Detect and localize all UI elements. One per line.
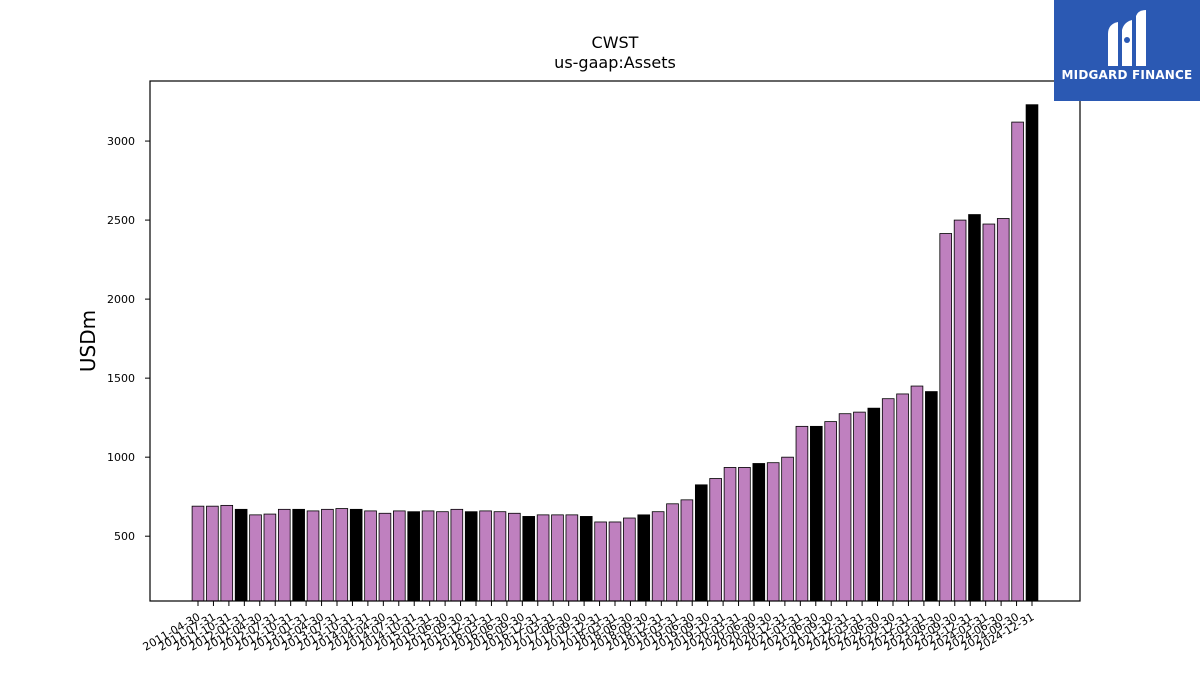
bar-2011-04-30 [191,505,205,602]
plot-frame [149,80,1081,602]
bar-2017-06-30 [536,514,550,602]
bar-2023-06-30 [881,398,895,602]
bar-2018-09-30 [608,521,622,602]
bar-2019-12-31 [680,499,694,602]
bar-2018-12-31 [623,517,636,602]
bar-2017-12-31 [565,514,579,602]
bar-2013-04-30 [306,510,320,602]
bar-2022-12-31 [853,411,866,602]
chart-subtitle: us-gaap:Assets [554,53,676,72]
bar-2021-09-30 [781,456,794,602]
y-tick-label: 1000 [107,451,135,464]
bar-2014-10-31 [393,510,406,602]
bar-2012-04-30 [249,514,262,602]
bar-2022-03-31 [810,425,823,602]
bar-2016-09-30 [493,511,507,602]
y-axis-ticks: 500 1000 1500 2000 2500 3000 [107,135,150,543]
bar-group [191,104,1039,602]
y-tick-label: 2000 [107,293,135,306]
bar-2021-03-31 [752,463,766,602]
bar-2015-10-31 [436,511,449,602]
bar-2019-09-30 [666,503,679,602]
bar-item-56 [996,218,1010,602]
y-axis-label: USDm [76,310,100,372]
bar-2021-12-31 [795,425,809,602]
y-tick-label: 1500 [107,372,135,385]
bar-2014-04-30 [364,510,377,602]
bar-2017-03-31 [522,516,536,602]
bar-item-58 [1025,104,1039,602]
bar-2020-12-31 [738,467,751,602]
bar-2022-06-30 [824,421,837,602]
bar-2011-07-31 [206,505,219,602]
brand-mark-icon [1108,10,1146,66]
brand-name: MIDGARD FINANCE [1061,68,1193,82]
bar-2023-09-30 [896,393,909,602]
bar-2015-06-30 [407,511,420,602]
bar-2024-12-31 [968,214,981,602]
bar-2023-03-31 [867,407,881,602]
bar-2015-09-30 [421,510,435,602]
bar-2016-06-30 [479,510,492,602]
bar-2013-10-31 [335,508,349,602]
chart-title: CWST [592,33,639,52]
bar-2024-03-31 [925,391,938,602]
bar-2018-06-30 [594,521,607,602]
bar-2012-07-31 [263,513,277,602]
bar-2011-10-31 [220,504,234,602]
brand-logo: MIDGARD FINANCE [1054,0,1200,101]
bar-2013-12-31 [349,508,363,602]
bar-2020-09-30 [723,467,737,602]
bar-2018-03-31 [579,516,593,602]
bar-2019-06-30 [651,511,665,602]
bar-2020-06-30 [709,478,722,602]
y-tick-label: 500 [114,530,135,543]
bar-2019-03-31 [637,514,651,602]
bar-2024-09-30 [953,219,967,602]
bar-2011-12-31 [234,508,248,602]
bar-2021-06-30 [766,462,780,602]
bar-2023-12-31 [910,385,924,602]
bar-2012-12-31 [292,508,305,602]
bar-2017-09-30 [551,514,564,602]
bar-2016-12-31 [508,512,521,602]
bar-2024-06-30 [939,233,953,602]
bar-item-55 [982,223,996,602]
bar-2016-03-31 [464,511,478,602]
bar-2022-09-30 [838,413,852,602]
y-tick-label: 3000 [107,135,135,148]
bar-2014-07-31 [378,512,392,602]
bar-2015-12-31 [450,508,464,602]
bar-item-57 [1011,121,1024,602]
bar-2020-03-31 [694,484,708,602]
bar-2013-07-31 [321,508,334,602]
y-tick-label: 2500 [107,214,135,227]
bar-2012-10-31 [277,508,291,602]
x-axis-ticks: 2011-04-302011-07-312011-10-312012-01-31… [141,601,1037,654]
